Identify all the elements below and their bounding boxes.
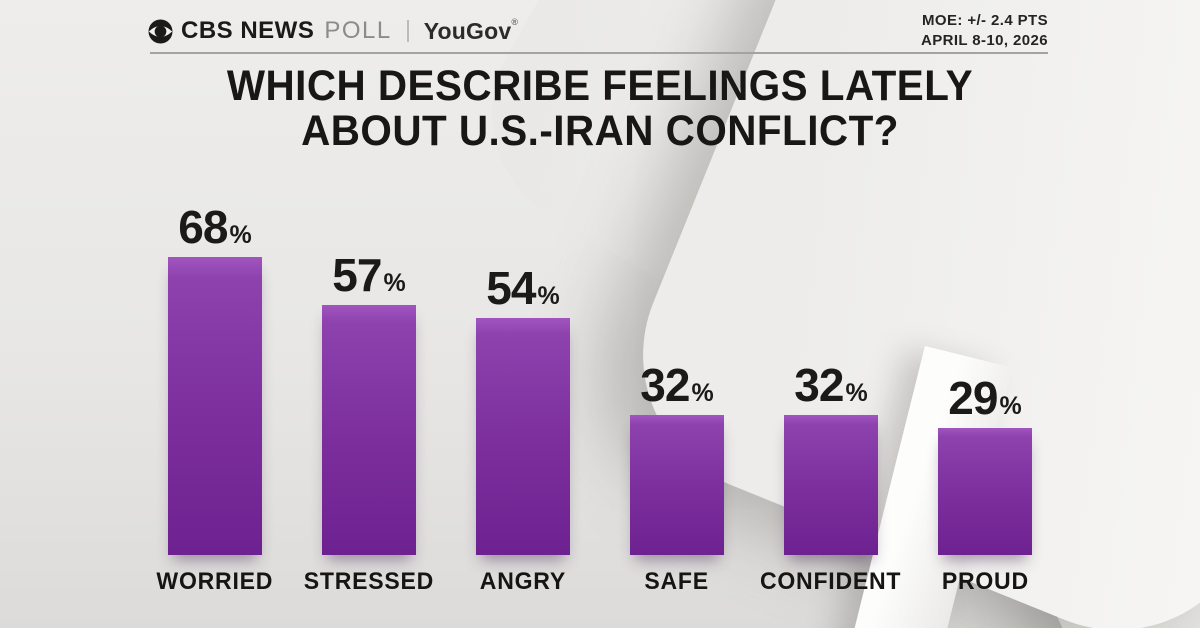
bar-chart: 68% WORRIED 57% STRESSED 54% ANGRY 32% S… [0, 204, 1200, 595]
bar-column: 29% PROUD [938, 375, 1032, 595]
bar [784, 415, 878, 555]
brand-lockup: CBS NEWS POLL YouGov® [148, 17, 518, 45]
bar-column: 68% WORRIED [157, 204, 273, 595]
bar [322, 305, 416, 555]
bar-category-label: WORRIED [156, 568, 274, 595]
bar-value: 57% [332, 252, 405, 298]
title-line-1: WHICH DESCRIBE FEELINGS LATELY [226, 62, 974, 110]
bar-column: 54% ANGRY [476, 265, 570, 595]
header-divider-rule [150, 52, 1048, 54]
bar-category-label: SAFE [644, 568, 710, 595]
bar [938, 428, 1032, 555]
bar-column: 32% CONFIDENT [760, 362, 901, 595]
bar-value-number: 29 [948, 372, 998, 424]
bar-column: 32% SAFE [630, 362, 724, 595]
bar-category-label: STRESSED [303, 568, 435, 595]
bar-value: 68% [178, 204, 251, 250]
bar-value-percent-sign: % [383, 269, 406, 297]
poll-date: APRIL 8-10, 2026 [920, 31, 1048, 49]
bar [168, 257, 262, 555]
bar-column: 57% STRESSED [304, 252, 434, 595]
bar-value-number: 32 [640, 359, 690, 411]
bar-value-number: 57 [332, 249, 382, 301]
moe-block: MOE: +/- 2.4 PTS APRIL 8-10, 2026 [921, 11, 1048, 50]
page-title: WHICH DESCRIBE FEELINGS LATELY ABOUT U.S… [36, 62, 1164, 156]
moe-text: MOE: +/- 2.4 PTS [921, 12, 1048, 29]
bar-value: 32% [794, 362, 867, 408]
bar-value: 54% [486, 265, 559, 311]
cbs-news-wordmark: CBS NEWS [181, 17, 315, 44]
bar [476, 318, 570, 555]
bar-value-number: 54 [486, 262, 536, 314]
bar-category-label: PROUD [941, 568, 1029, 595]
bar-value-percent-sign: % [537, 282, 560, 310]
poll-wordmark: POLL [324, 17, 392, 44]
bar-value-percent-sign: % [229, 221, 252, 249]
registered-mark: ® [511, 16, 519, 27]
yougov-wordmark: YouGov® [423, 16, 519, 44]
bar-value: 32% [640, 362, 713, 408]
bar-category-label: CONFIDENT [760, 568, 902, 595]
bar [630, 415, 724, 555]
bar-value: 29% [948, 375, 1021, 421]
logo-divider [406, 20, 409, 42]
bar-value-percent-sign: % [691, 379, 714, 407]
bar-value-percent-sign: % [845, 379, 868, 407]
title-line-2: ABOUT U.S.-IRAN CONFLICT? [301, 107, 899, 156]
bar-value-number: 32 [794, 359, 844, 411]
bar-value-number: 68 [178, 201, 228, 253]
bar-category-label: ANGRY [479, 568, 567, 595]
cbs-eye-icon [148, 19, 173, 43]
bar-value-percent-sign: % [999, 392, 1022, 420]
